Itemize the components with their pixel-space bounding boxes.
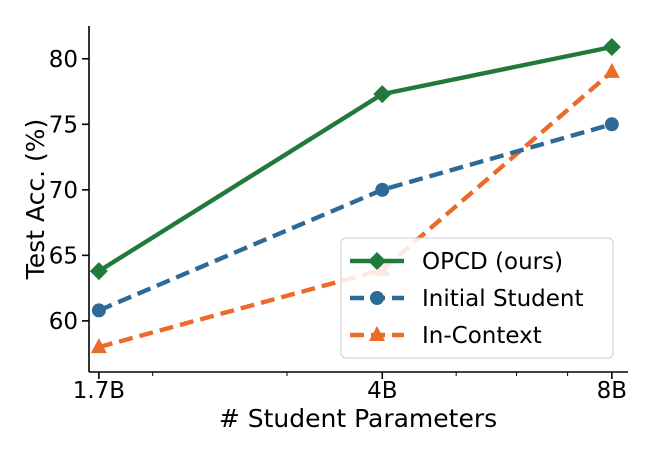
legend-marker [369,326,385,341]
y-tick-label: 70 [49,178,78,204]
data-point [603,62,620,78]
series-line-2 [98,70,614,350]
x-tick-label: 4B [367,378,397,404]
y-tick-label: 80 [49,47,78,73]
x-axis-label: # Student Parameters [219,404,497,433]
x-tick-label: 1.7B [73,378,125,404]
legend-label: Initial Student [422,286,584,312]
legend-label: In-Context [422,323,542,349]
data-point [90,338,107,354]
series-line-0 [97,44,613,273]
axes [88,26,628,373]
data-point [373,85,392,104]
data-point [602,37,621,56]
tick-labels: 1.7B 4B 8B 60 65 70 75 80 [49,47,627,404]
legend: OPCD (ours) Initial Student In-Context [340,237,614,359]
x-tick-label: 8B [597,378,627,404]
y-tick-label: 65 [49,243,78,269]
legend-box [340,237,614,359]
data-point [604,117,619,132]
y-tick-label: 60 [49,309,78,335]
data-point [89,262,108,281]
legend-marker [370,291,384,305]
series-layer [89,37,621,354]
legend-label: OPCD (ours) [422,249,563,275]
data-point [375,182,390,197]
data-point [91,303,106,318]
y-axis-label: Test Acc. (%) [21,119,50,281]
legend-marker [368,252,386,270]
y-tick-label: 75 [49,112,78,138]
